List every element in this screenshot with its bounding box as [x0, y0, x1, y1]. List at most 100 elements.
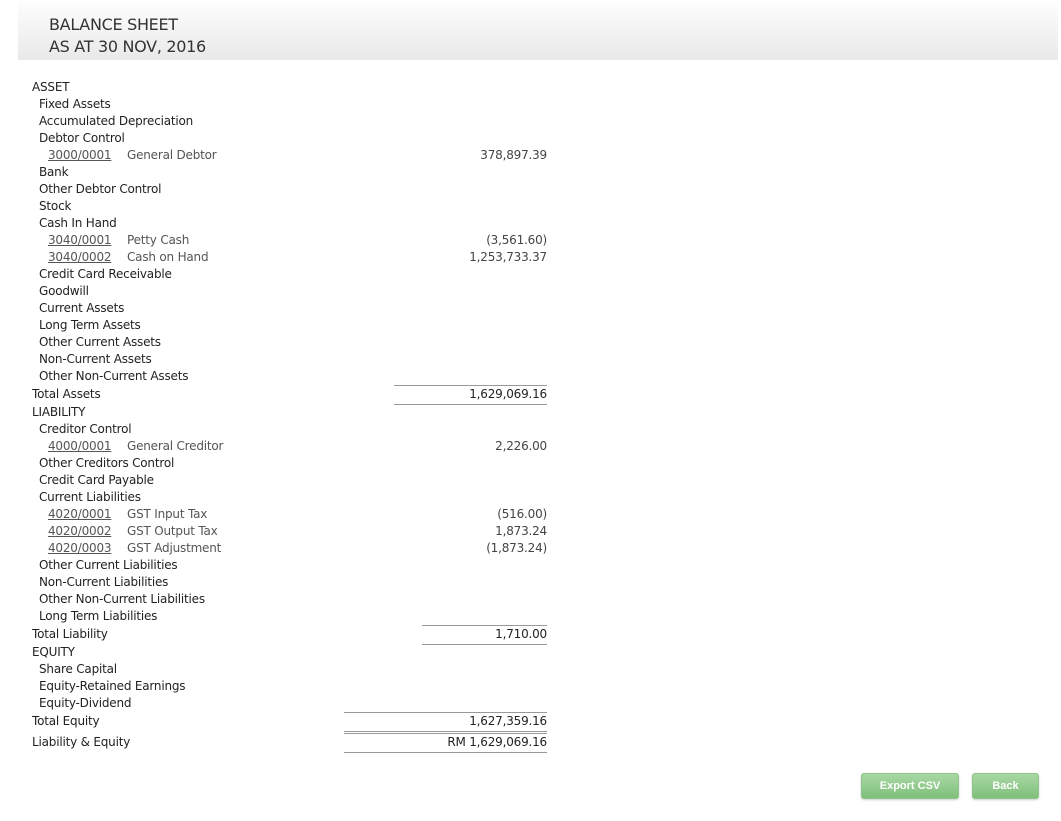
section-heading: EQUITY	[0, 644, 560, 661]
row-label: Accumulated Depreciation	[39, 114, 194, 128]
group-row: Other Current Assets	[0, 334, 560, 351]
row-label: Cash In Hand	[39, 216, 117, 230]
row-label: Other Non-Current Liabilities	[39, 592, 205, 606]
group-row: Current Liabilities	[0, 489, 560, 506]
divider	[344, 712, 547, 713]
account-code-link[interactable]: 3000/0001	[48, 148, 112, 162]
row-label: Non-Current Assets	[39, 352, 152, 366]
back-button[interactable]: Back	[972, 773, 1039, 799]
group-row: Non-Current Assets	[0, 351, 560, 368]
group-row: Cash In Hand	[0, 215, 560, 232]
row-label: Credit Card Payable	[39, 473, 154, 487]
amount: 378,897.39	[480, 148, 547, 162]
divider	[394, 404, 547, 405]
total-row: Liability & Equity RM 1,629,069.16	[0, 734, 560, 751]
group-row: Equity-Dividend	[0, 695, 560, 712]
row-label: Liability & Equity	[32, 735, 131, 749]
amount: RM 1,629,069.16	[447, 735, 547, 749]
account-row: 4020/0002 GST Output Tax 1,873.24	[0, 523, 560, 540]
account-name: GST Adjustment	[127, 541, 222, 555]
account-name: Petty Cash	[127, 233, 190, 247]
group-row: Credit Card Receivable	[0, 266, 560, 283]
group-row: Bank	[0, 164, 560, 181]
account-row: 3040/0002 Cash on Hand 1,253,733.37	[0, 249, 560, 266]
row-label: ASSET	[32, 80, 70, 94]
section-heading: LIABILITY	[0, 404, 560, 421]
account-name: Cash on Hand	[127, 250, 209, 264]
amount: 1,873.24	[495, 524, 547, 538]
group-row: Other Non-Current Assets	[0, 368, 560, 385]
amount: (1,873.24)	[486, 541, 547, 555]
account-row: 4000/0001 General Creditor 2,226.00	[0, 438, 560, 455]
amount: (3,561.60)	[486, 233, 547, 247]
row-label: Debtor Control	[39, 131, 125, 145]
report-title: BALANCE SHEET	[49, 15, 178, 34]
account-code-link[interactable]: 4020/0003	[48, 541, 112, 555]
amount: (516.00)	[497, 507, 547, 521]
report-header: BALANCE SHEET AS AT 30 NOV, 2016	[18, 2, 1058, 60]
group-row: Long Term Liabilities	[0, 608, 560, 625]
account-row: 4020/0003 GST Adjustment (1,873.24)	[0, 540, 560, 557]
account-code-link[interactable]: 4020/0001	[48, 507, 112, 521]
account-code-link[interactable]: 3040/0002	[48, 250, 112, 264]
account-name: GST Input Tax	[127, 507, 208, 521]
row-label: Stock	[39, 199, 72, 213]
export-csv-button[interactable]: Export CSV	[861, 773, 959, 799]
amount: 1,629,069.16	[469, 387, 547, 401]
row-label: EQUITY	[32, 645, 75, 659]
account-row: 3040/0001 Petty Cash (3,561.60)	[0, 232, 560, 249]
row-label: Goodwill	[39, 284, 89, 298]
account-code-link[interactable]: 4000/0001	[48, 439, 112, 453]
row-label: Bank	[39, 165, 69, 179]
account-row: 4020/0001 GST Input Tax (516.00)	[0, 506, 560, 523]
group-row: Equity-Retained Earnings	[0, 678, 560, 695]
group-row: Non-Current Liabilities	[0, 574, 560, 591]
total-row: Total Liability 1,710.00	[0, 626, 560, 643]
row-label: Long Term Liabilities	[39, 609, 158, 623]
divider	[394, 385, 547, 386]
row-label: Other Creditors Control	[39, 456, 175, 470]
account-row: 3000/0001 General Debtor 378,897.39	[0, 147, 560, 164]
row-label: Creditor Control	[39, 422, 132, 436]
group-row: Accumulated Depreciation	[0, 113, 560, 130]
group-row: Other Debtor Control	[0, 181, 560, 198]
group-row: Goodwill	[0, 283, 560, 300]
total-row: Total Equity 1,627,359.16	[0, 713, 560, 730]
group-row: Other Non-Current Liabilities	[0, 591, 560, 608]
account-code-link[interactable]: 3040/0001	[48, 233, 112, 247]
group-row: Other Creditors Control	[0, 455, 560, 472]
section-heading: ASSET	[0, 79, 560, 96]
group-row: Long Term Assets	[0, 317, 560, 334]
row-label: LIABILITY	[32, 405, 86, 419]
row-label: Other Current Assets	[39, 335, 161, 349]
account-name: General Debtor	[127, 148, 217, 162]
group-row: Debtor Control	[0, 130, 560, 147]
row-label: Long Term Assets	[39, 318, 141, 332]
row-label: Credit Card Receivable	[39, 267, 172, 281]
group-row: Creditor Control	[0, 421, 560, 438]
group-row: Credit Card Payable	[0, 472, 560, 489]
row-label: Non-Current Liabilities	[39, 575, 169, 589]
row-label: Current Assets	[39, 301, 125, 315]
divider	[422, 625, 547, 626]
account-name: GST Output Tax	[127, 524, 218, 538]
amount: 2,226.00	[495, 439, 547, 453]
row-label: Total Liability	[32, 627, 108, 641]
amount: 1,253,733.37	[469, 250, 547, 264]
account-name: General Creditor	[127, 439, 224, 453]
report-date: AS AT 30 NOV, 2016	[49, 37, 206, 56]
divider	[344, 733, 547, 734]
row-label: Total Assets	[32, 387, 101, 401]
row-label: Current Liabilities	[39, 490, 141, 504]
row-label: Fixed Assets	[39, 97, 111, 111]
divider	[344, 752, 547, 753]
group-row: Other Current Liabilities	[0, 557, 560, 574]
row-label: Other Debtor Control	[39, 182, 162, 196]
row-label: Other Non-Current Assets	[39, 369, 189, 383]
total-row: Total Assets 1,629,069.16	[0, 386, 560, 403]
account-code-link[interactable]: 4020/0002	[48, 524, 112, 538]
group-row: Current Assets	[0, 300, 560, 317]
row-label: Share Capital	[39, 662, 117, 676]
row-label: Other Current Liabilities	[39, 558, 178, 572]
amount: 1,710.00	[495, 627, 547, 641]
